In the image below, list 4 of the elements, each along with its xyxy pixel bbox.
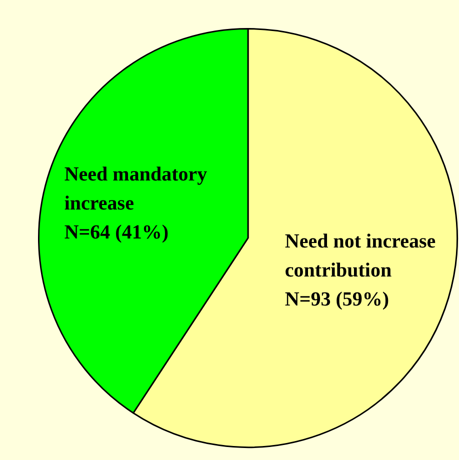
data-label: N=64 (41%): [64, 222, 169, 244]
data-label: N=93 (59%): [284, 288, 390, 311]
slice-label: Need mandatory increase: [64, 164, 208, 215]
slice-label: Need not increase contribution: [284, 230, 436, 282]
